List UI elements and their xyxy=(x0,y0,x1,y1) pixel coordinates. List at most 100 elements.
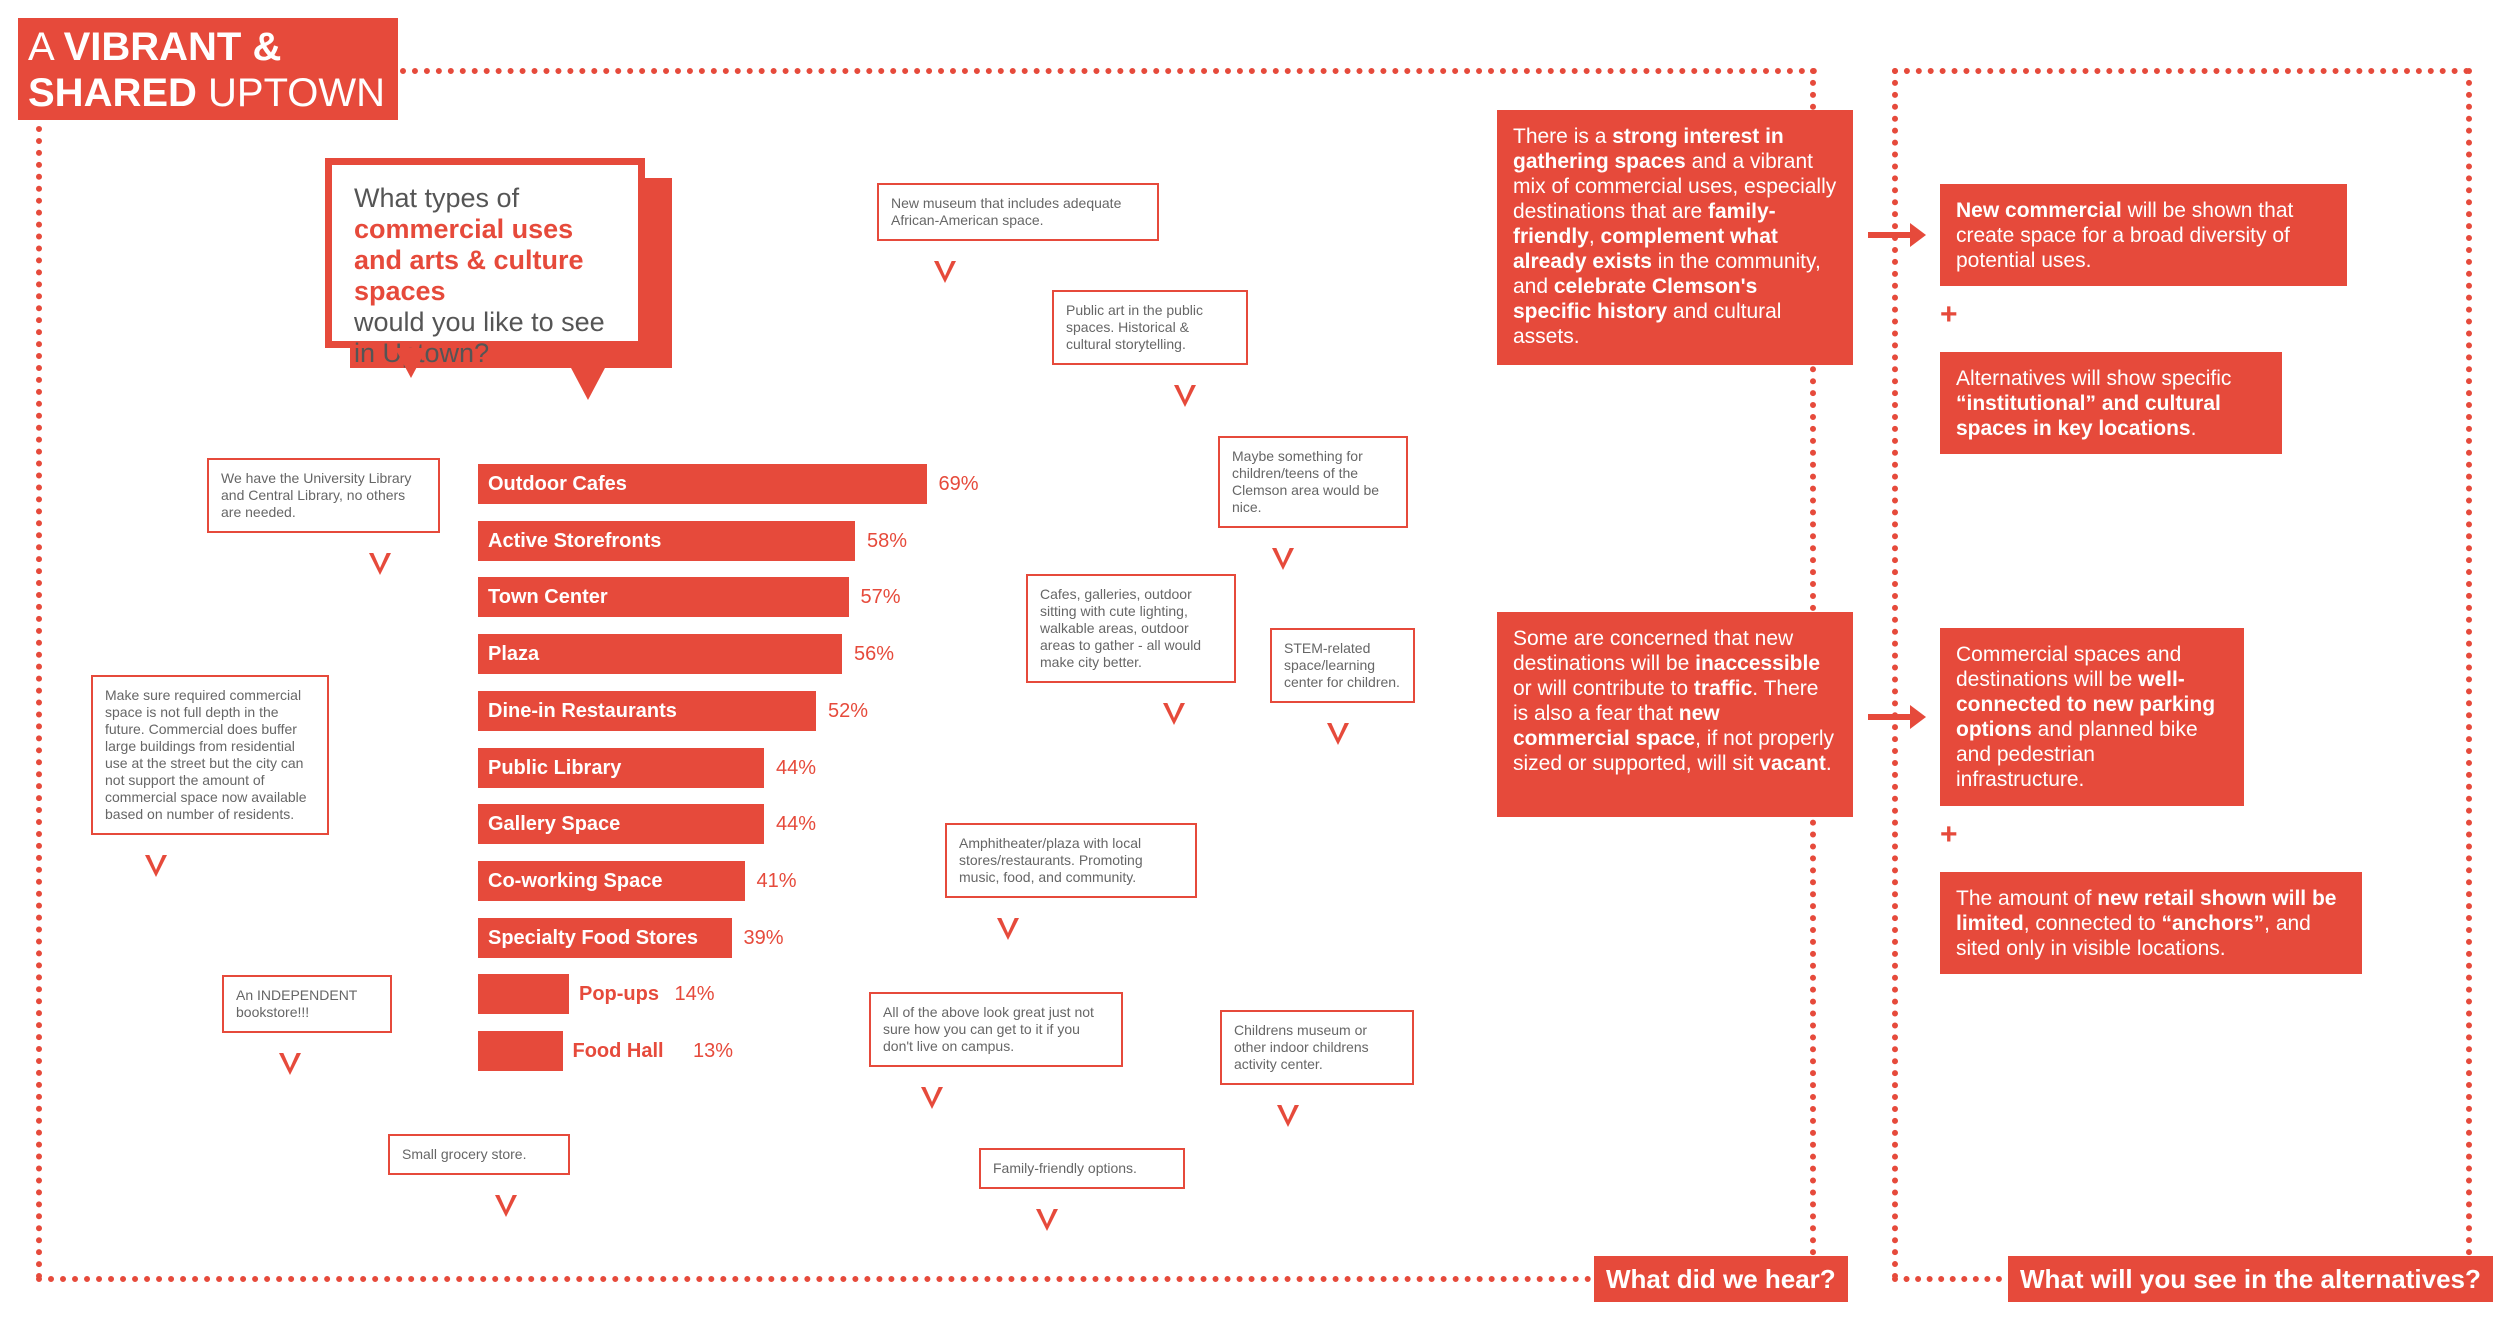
frame-right xyxy=(2466,68,2472,1268)
text: , and sited only in visible locations. xyxy=(1956,912,2311,960)
bar-value-label: 13% xyxy=(693,1040,734,1062)
comment-bubble: Maybe something for children/teens of th… xyxy=(1218,436,1408,570)
bar-value-label: 44% xyxy=(776,813,817,836)
comment-bubble: Small grocery store. xyxy=(388,1134,570,1217)
plus-icon: + xyxy=(1940,298,1958,331)
text-bold: well-connected to new parking options xyxy=(1956,668,2216,741)
tab-what-did-we-hear: What did we hear? xyxy=(1594,1256,1848,1302)
comment-bubble: New museum that includes adequate Africa… xyxy=(877,183,1159,283)
bar xyxy=(478,1031,563,1071)
text: The amount of xyxy=(1956,887,2098,910)
text: in the community, and xyxy=(1513,250,1821,298)
question-bold: commercial uses and arts & culture space… xyxy=(354,214,584,306)
alt-box-2: Alternatives will show specific “institu… xyxy=(1940,352,2282,454)
question-tail xyxy=(395,348,427,378)
bar-with-label: Co-working Space xyxy=(478,860,745,901)
title-bold-2: SHARED xyxy=(28,71,197,115)
bar-with-label: Outdoor Cafes xyxy=(478,464,927,504)
frame-bottom-left xyxy=(36,1276,1592,1282)
text-bold: new retail shown will be limited xyxy=(1956,887,2337,935)
text: Alternatives will show specific xyxy=(1956,367,2232,390)
comment-bubble: Family-friendly options. xyxy=(979,1148,1185,1231)
title-light-2: UPTOWN xyxy=(196,71,386,115)
arrow-right-icon xyxy=(1868,705,1926,729)
text: and planned bike and pedestrian infrastr… xyxy=(1956,718,2198,791)
comment-bubble: Amphitheater/plaza with local stores/res… xyxy=(945,823,1197,940)
comment-text: Small grocery store. xyxy=(402,1146,527,1162)
comment-text: Cafes, galleries, outdoor sitting with c… xyxy=(1040,586,1202,670)
text: Commercial spaces and destinations will … xyxy=(1956,643,2182,691)
frame-mid-right xyxy=(1892,68,1898,1280)
text-bold: celebrate Clemson's specific history xyxy=(1513,275,1758,323)
bar-value-label: 39% xyxy=(743,926,784,949)
text: , xyxy=(1588,225,1601,248)
text: and cultural assets. xyxy=(1513,300,1782,348)
heard-box-1: There is a strong interest in gathering … xyxy=(1497,110,1853,365)
bar-with-label: Dine-in Restaurants xyxy=(478,690,816,731)
tab-alternatives: What will you see in the alternatives? xyxy=(2008,1256,2493,1302)
comment-bubble: All of the above look great just not sur… xyxy=(869,992,1123,1109)
comment-text: An INDEPENDENT bookstore!!! xyxy=(236,987,358,1020)
bar-value-label: 56% xyxy=(854,643,895,666)
comment-text: We have the University Library and Centr… xyxy=(221,470,412,520)
question-line1: What types of xyxy=(354,183,520,213)
comment-text: Public art in the public spaces. Histori… xyxy=(1066,302,1203,352)
text: and a vibrant mix of commercial uses, es… xyxy=(1513,150,1837,223)
comment-bubble: We have the University Library and Centr… xyxy=(207,458,440,575)
frame-left xyxy=(36,126,42,1280)
comment-text: Amphitheater/plaza with local stores/res… xyxy=(959,835,1143,885)
bar-with-label: Public Library xyxy=(478,747,764,788)
text: . xyxy=(1825,752,1832,775)
bar-with-label: Town Center xyxy=(478,577,849,618)
bar-value-label: 69% xyxy=(938,473,979,495)
comment-text: New museum that includes adequate Africa… xyxy=(891,195,1122,228)
text-bold: complement what already exists xyxy=(1513,225,1778,273)
text: . xyxy=(2190,417,2197,440)
bar-with-label: Specialty Food Stores xyxy=(478,917,732,958)
question-box: What types of commercial uses and arts &… xyxy=(325,158,645,368)
text: , if not properly sized or supported, wi… xyxy=(1513,727,1835,775)
text-bold: family-friendly xyxy=(1513,200,1776,248)
text: Some are concerned that new destinations… xyxy=(1513,627,1794,675)
comment-text: Family-friendly options. xyxy=(993,1160,1137,1176)
alt-box-1: New commercial will be shown that create… xyxy=(1940,184,2347,286)
question-line3: would you like to see in Uptown? xyxy=(354,307,605,368)
frame-top-right xyxy=(1892,68,2470,74)
comment-bubble: STEM-related space/learning center for c… xyxy=(1270,628,1415,745)
text-bold: vacant xyxy=(1759,752,1826,775)
text-bold: strong interest in gathering spaces xyxy=(1513,125,1784,173)
bar xyxy=(478,974,569,1015)
comment-bubble: Public art in the public spaces. Histori… xyxy=(1052,290,1248,407)
text-bold: New commercial xyxy=(1956,199,2122,222)
frame-top-left xyxy=(400,68,1818,74)
text: . There is also a fear that xyxy=(1513,677,1819,725)
bar-value-label: 58% xyxy=(867,529,908,552)
comment-bubble: Cafes, galleries, outdoor sitting with c… xyxy=(1026,574,1236,725)
bar-with-label: Active Storefronts xyxy=(478,520,855,561)
title-light: A xyxy=(28,25,64,69)
text-bold: traffic xyxy=(1693,677,1753,700)
comment-text: All of the above look great just not sur… xyxy=(883,1004,1094,1054)
page-title: A VIBRANT & SHARED UPTOWN xyxy=(18,18,398,120)
question-shadow-tail xyxy=(570,366,606,400)
bar-with-label: Plaza xyxy=(478,634,842,675)
text: There is a xyxy=(1513,125,1613,148)
text-bold: new commercial space xyxy=(1513,702,1720,750)
comment-bubble: Make sure required commercial space is n… xyxy=(91,675,329,877)
text-bold: “anchors” xyxy=(2161,912,2265,935)
bar-value-label: 44% xyxy=(776,756,817,779)
frame-bottom-right xyxy=(1892,1276,2002,1282)
alt-box-3: Commercial spaces and destinations will … xyxy=(1940,628,2244,806)
text: , connected to xyxy=(2023,912,2162,935)
bar-value-label: 57% xyxy=(860,586,901,609)
text: will be shown that create space for a br… xyxy=(1956,199,2294,272)
bar-value-label: 52% xyxy=(828,699,869,722)
comment-text: Maybe something for children/teens of th… xyxy=(1232,448,1380,515)
comment-text: STEM-related space/learning center for c… xyxy=(1284,640,1400,690)
comment-text: Make sure required commercial space is n… xyxy=(105,687,307,822)
comment-bubble: An INDEPENDENT bookstore!!! xyxy=(222,975,392,1075)
alt-box-4: The amount of new retail shown will be l… xyxy=(1940,872,2362,974)
text: or will contribute to xyxy=(1513,677,1694,700)
bar-value-label: 41% xyxy=(756,869,797,892)
comment-text: Childrens museum or other indoor childre… xyxy=(1234,1022,1369,1072)
